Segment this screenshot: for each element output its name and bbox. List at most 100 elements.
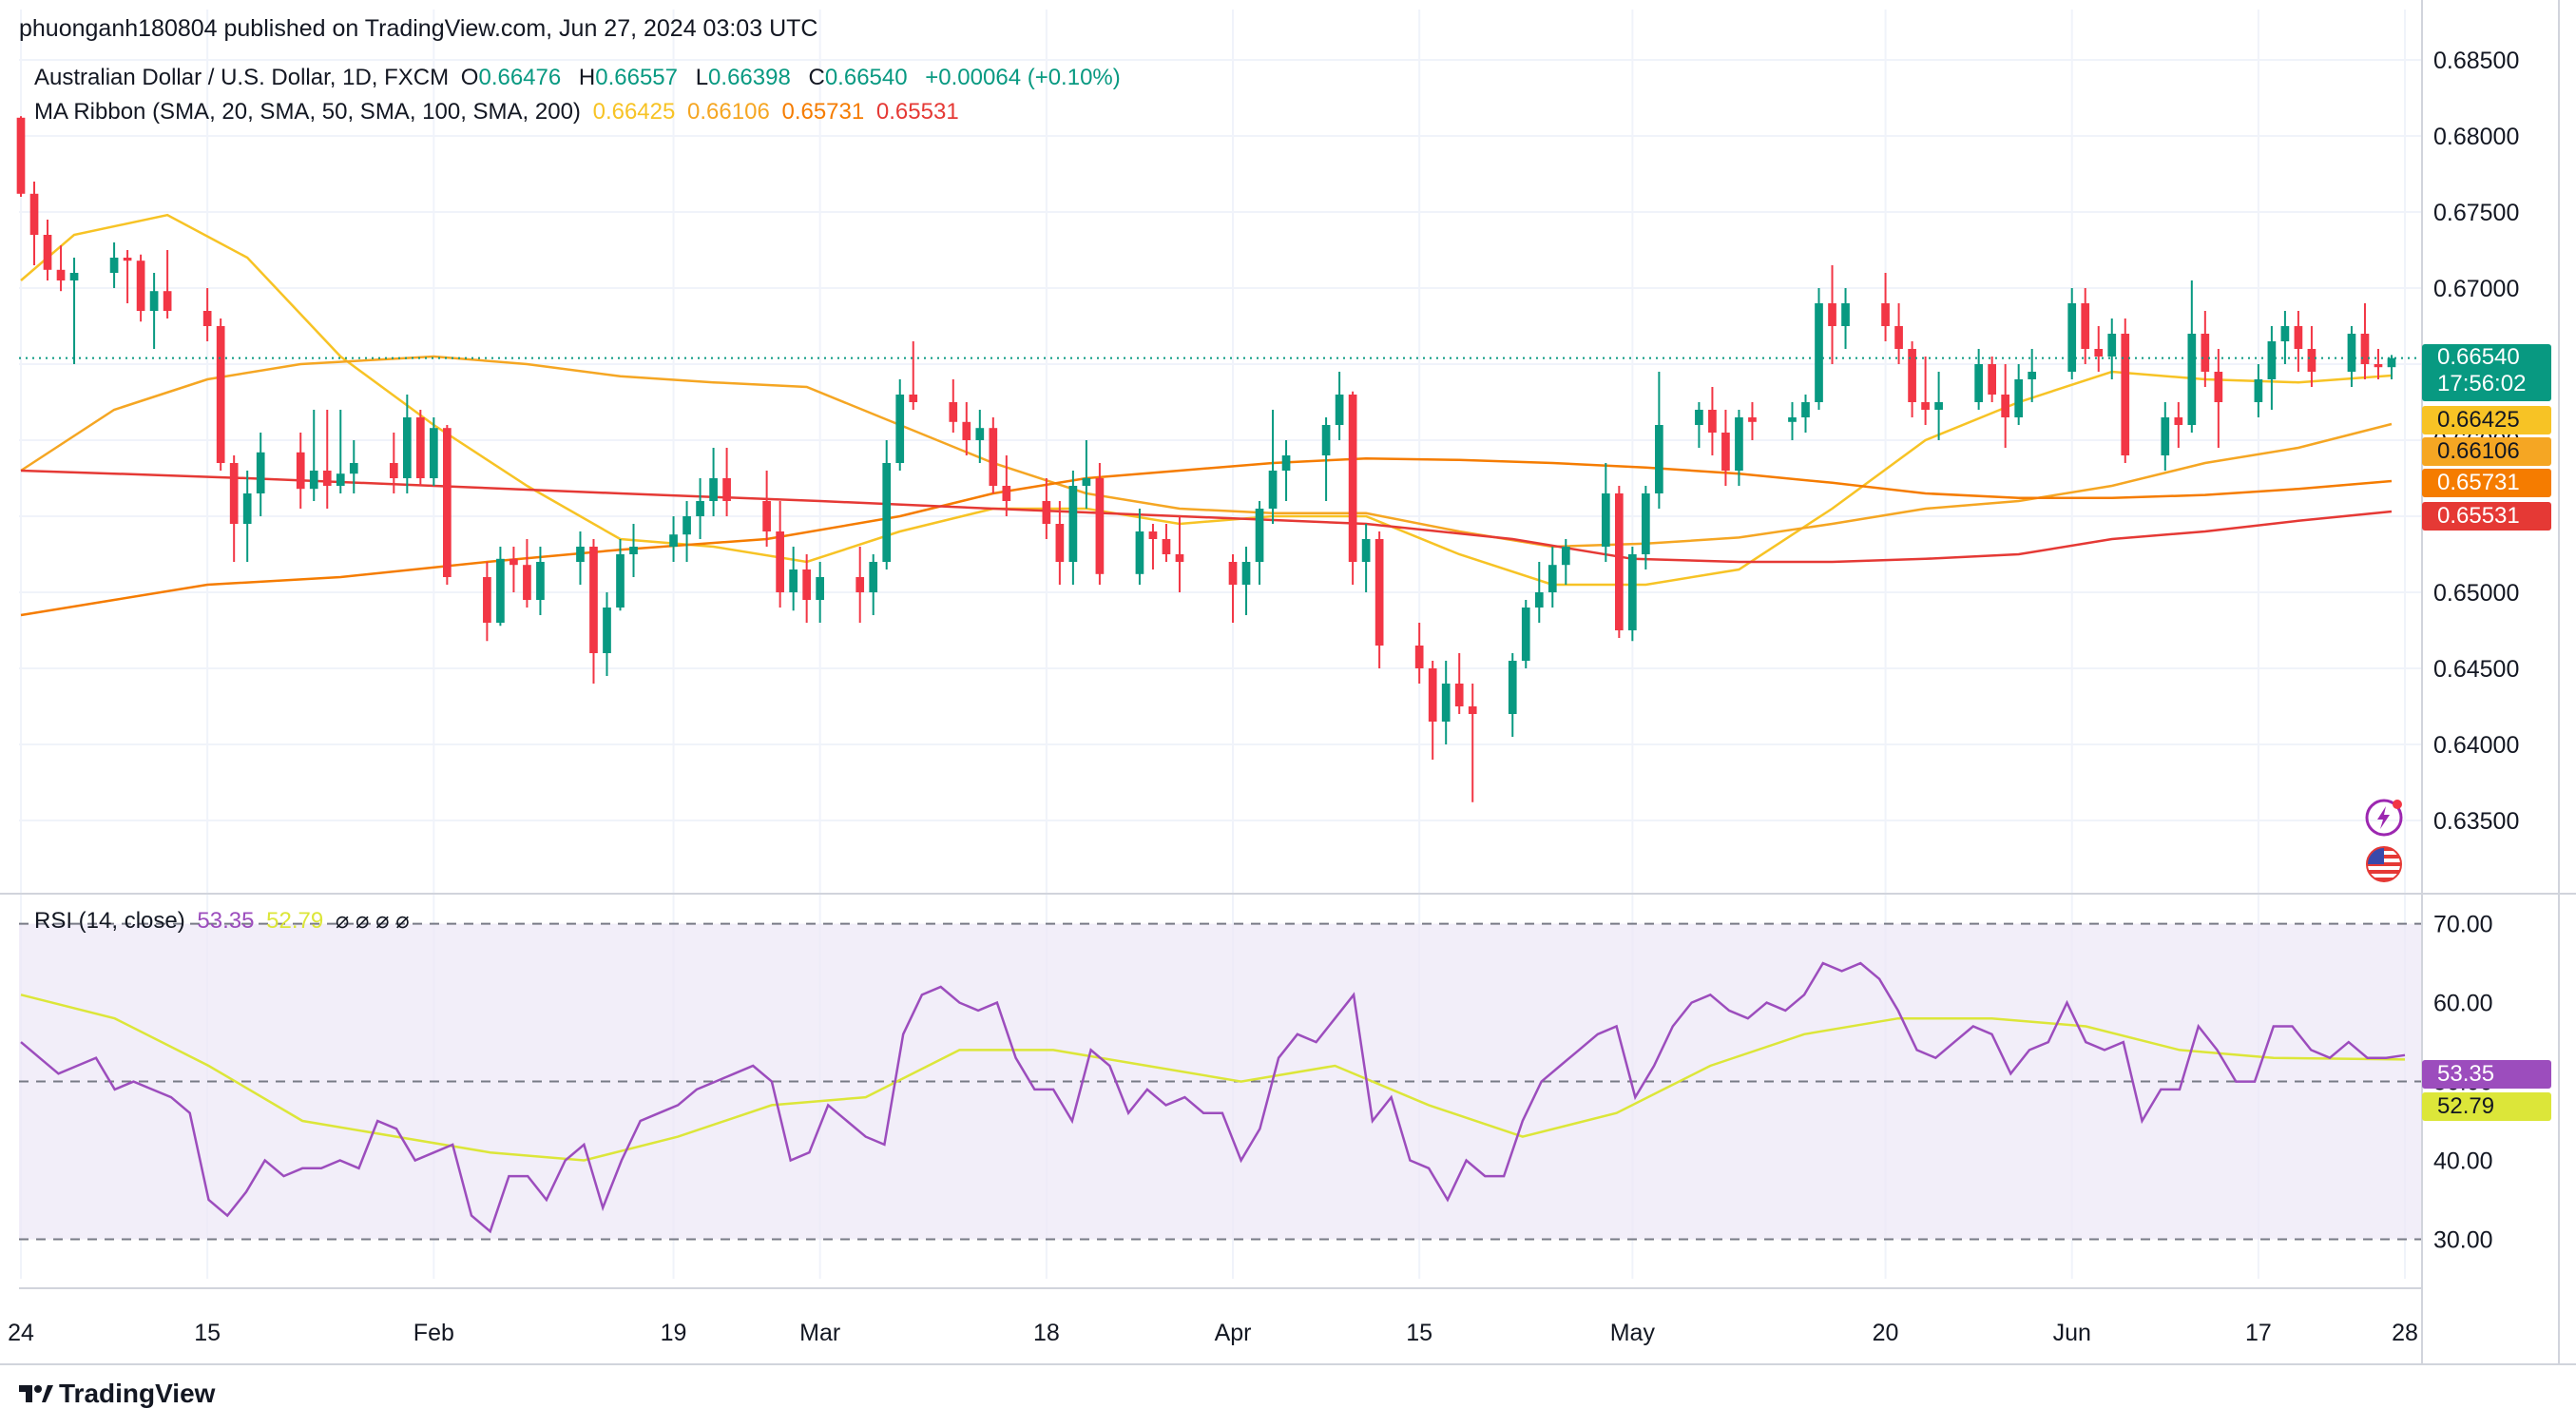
candle <box>962 402 971 455</box>
last-price-badge: 0.66540 17:56:02 <box>2422 344 2551 401</box>
symbol-legend[interactable]: Australian Dollar / U.S. Dollar, 1D, FXC… <box>34 65 1126 91</box>
rsi-label: RSI (14, close) <box>34 908 185 934</box>
candle <box>69 258 79 364</box>
candle-body <box>2067 303 2077 372</box>
candle-body <box>2347 334 2356 372</box>
candle-body <box>202 311 212 326</box>
candle <box>29 182 39 265</box>
candle <box>1055 501 1065 585</box>
ma50-value: 0.66106 <box>687 99 770 125</box>
candle <box>1614 486 1624 638</box>
candle-body <box>789 569 798 592</box>
candle-body <box>975 428 985 440</box>
candle <box>1281 440 1291 501</box>
candle <box>1255 501 1264 585</box>
candle <box>1148 524 1158 569</box>
candle <box>1735 410 1743 486</box>
time-tick-label: 24 <box>8 1320 34 1346</box>
rsi-tick-label: 40.00 <box>2433 1148 2493 1175</box>
candle <box>802 554 812 623</box>
candle <box>1642 486 1650 569</box>
low-value: 0.66398 <box>708 65 791 90</box>
candle-body <box>2254 379 2263 402</box>
candle <box>789 547 798 611</box>
candle-body <box>29 193 39 235</box>
time-tick-label: Jun <box>2053 1320 2091 1346</box>
lightning-icon[interactable] <box>2363 797 2405 839</box>
candle <box>256 433 265 516</box>
ma200-badge: 0.65531 <box>2422 502 2551 531</box>
candle <box>483 562 491 642</box>
candle <box>1548 547 1557 608</box>
candle <box>1441 661 1451 744</box>
candle-body <box>1561 547 1570 566</box>
candle <box>430 417 438 486</box>
candle <box>2360 303 2370 379</box>
candle <box>536 547 545 615</box>
us-flag-icon[interactable] <box>2363 843 2405 885</box>
candle <box>589 539 598 684</box>
candle <box>2280 311 2290 364</box>
candle <box>682 501 691 562</box>
price-tick-label: 0.65000 <box>2433 580 2519 607</box>
candle-body <box>696 501 704 516</box>
candle-body <box>1268 471 1278 509</box>
candle-body <box>869 562 878 592</box>
candle-body <box>1735 417 1743 471</box>
candle-body <box>1095 478 1105 574</box>
candle <box>1521 600 1530 668</box>
candle-body <box>2161 417 2170 455</box>
moving-average-lines <box>20 213 2393 617</box>
candle-body <box>483 577 491 623</box>
candle-body <box>2001 395 2010 417</box>
candle <box>1348 391 1357 585</box>
candle-body <box>2028 372 2037 379</box>
candle <box>2307 326 2316 387</box>
candle-body <box>389 463 398 478</box>
candle-body <box>909 395 918 402</box>
candle <box>2387 355 2396 379</box>
candle <box>2081 288 2090 364</box>
candle-body <box>1801 402 1810 417</box>
candle <box>2267 326 2277 410</box>
candle-body <box>1695 410 1703 425</box>
candle <box>1655 372 1663 509</box>
candle <box>149 273 159 349</box>
tradingview-brand[interactable]: TradingView <box>19 1379 215 1409</box>
candle <box>975 410 985 463</box>
rsi-tick-label: 30.00 <box>2433 1227 2493 1254</box>
candle <box>949 379 958 433</box>
candle <box>1881 273 1890 341</box>
candle-body <box>2374 364 2383 368</box>
candle-body <box>2387 357 2396 368</box>
rsi-legend[interactable]: RSI (14, close) 53.35 52.79 ⌀ ⌀ ⌀ ⌀ <box>34 907 415 935</box>
candle <box>1801 395 1810 433</box>
candle-body <box>2267 341 2277 379</box>
candle <box>1414 623 1424 684</box>
candle-body <box>1454 684 1464 706</box>
candle-body <box>1934 402 1943 410</box>
candle <box>709 448 718 516</box>
candle <box>2161 402 2170 471</box>
high-value: 0.66557 <box>595 65 679 90</box>
brand-name: TradingView <box>59 1379 216 1408</box>
candle-body <box>1921 402 1930 410</box>
candle-body <box>1908 349 1916 402</box>
candle-body <box>669 534 678 547</box>
ma-ribbon-legend[interactable]: MA Ribbon (SMA, 20, SMA, 50, SMA, 100, S… <box>34 99 965 125</box>
candle-body <box>629 547 638 554</box>
candle <box>2001 364 2010 448</box>
candle-body <box>2107 334 2117 357</box>
candle-body <box>1281 455 1291 471</box>
candle <box>1321 417 1331 501</box>
candle-body <box>1148 531 1158 539</box>
time-tick-label: 19 <box>661 1320 687 1346</box>
time-axis[interactable]: 24 15 Feb 19 Mar 18 Apr 15 May 20 Jun 17 28 <box>8 1320 2418 1346</box>
ma20-value: 0.66425 <box>592 99 676 125</box>
candle-body <box>256 452 265 493</box>
candles <box>16 116 2396 802</box>
candle <box>1788 402 1797 440</box>
candle-body <box>989 428 998 486</box>
